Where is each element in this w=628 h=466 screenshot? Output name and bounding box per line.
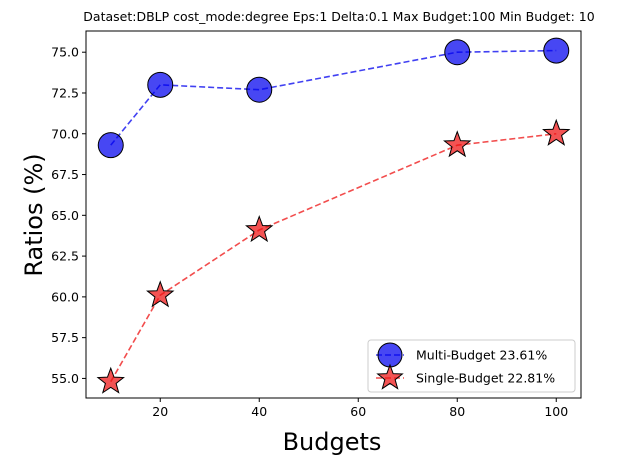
legend-label: Multi-Budget 23.61% — [416, 348, 547, 363]
data-point — [542, 118, 571, 146]
y-tick-label: 67.5 — [51, 167, 79, 182]
data-point — [97, 132, 124, 159]
series-layer — [96, 37, 571, 394]
y-tick-label: 70.0 — [51, 126, 79, 141]
data-point — [245, 215, 274, 243]
y-tick-label: 55.0 — [51, 371, 79, 386]
data-point — [246, 76, 273, 103]
data-point — [444, 39, 471, 66]
y-tick-label: 75.0 — [51, 45, 79, 60]
y-tick-label: 62.5 — [51, 249, 79, 264]
y-tick-label: 65.0 — [51, 208, 79, 223]
data-point — [96, 366, 125, 394]
y-tick-label: 60.0 — [51, 289, 79, 304]
data-point — [147, 71, 174, 98]
x-tick-label: 60 — [350, 404, 366, 419]
x-tick-label: 40 — [251, 404, 267, 419]
x-tick-label: 80 — [449, 404, 465, 419]
data-point — [146, 280, 175, 308]
legend-box — [367, 339, 576, 393]
legend: Multi-Budget 23.61% Single-Budget 22.81% — [367, 339, 576, 393]
chart-title: Dataset:DBLP cost_mode:degree Eps:1 Delt… — [83, 9, 594, 24]
x-tick-label: 100 — [544, 404, 568, 419]
y-axis-ticks: 55.0 57.5 60.0 62.5 65.0 67.5 70.0 72.5 75.0 — [51, 45, 86, 386]
x-axis-label: Budgets — [283, 428, 382, 456]
data-point — [443, 130, 472, 158]
y-axis-label: Ratios (%) — [20, 153, 48, 276]
y-tick-label: 72.5 — [51, 85, 79, 100]
x-tick-label: 20 — [152, 404, 168, 419]
legend-marker — [376, 363, 404, 390]
data-point — [543, 37, 570, 64]
y-tick-label: 57.5 — [51, 330, 79, 345]
legend-marker — [377, 342, 403, 368]
legend-label: Single-Budget 22.81% — [416, 371, 555, 386]
x-axis-ticks: 20 40 60 80 100 — [152, 398, 568, 419]
